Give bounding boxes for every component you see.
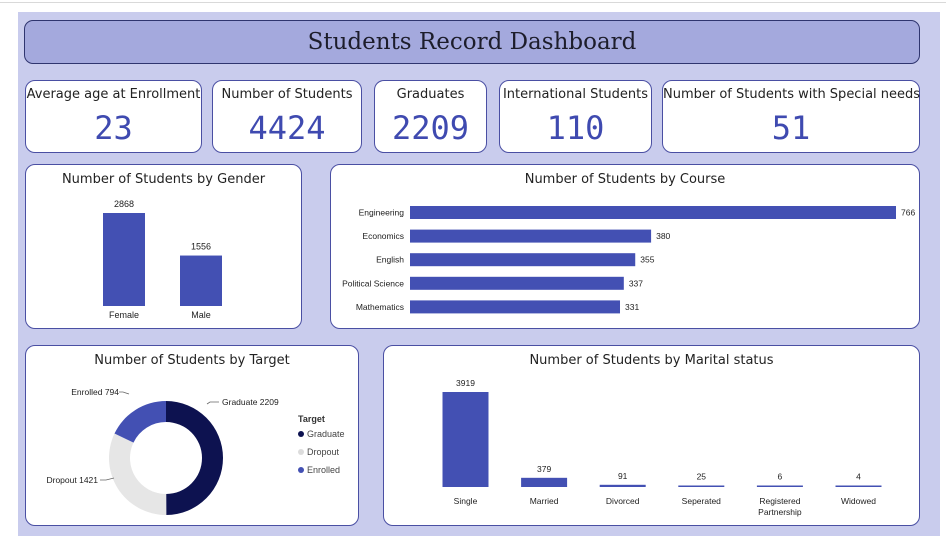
bar-marital xyxy=(678,485,725,487)
data-label: 355 xyxy=(640,255,654,265)
category-label: Seperated xyxy=(682,496,721,506)
data-label: 6 xyxy=(778,472,783,482)
category-label: Widowed xyxy=(841,496,876,506)
kpi-label: International Students xyxy=(502,87,649,102)
bar-marital xyxy=(599,484,646,487)
data-label: 379 xyxy=(537,464,551,474)
kpi-label: Average age at Enrollment xyxy=(26,87,201,102)
kpi-label: Number of Students with Special needs xyxy=(663,87,921,102)
top-divider xyxy=(0,2,946,3)
chart-card-marital: Number of Students by Marital status 391… xyxy=(383,345,920,526)
category-label: Single xyxy=(454,496,478,506)
data-label: 91 xyxy=(618,471,628,481)
legend-marker xyxy=(298,467,304,473)
legend-label: Enrolled xyxy=(307,465,340,475)
kpi-value: 23 xyxy=(94,109,133,147)
bar-male xyxy=(180,255,222,306)
bar-course xyxy=(410,229,652,243)
dashboard-title-bar: Students Record Dashboard xyxy=(24,20,920,64)
legend-label: Graduate xyxy=(307,429,345,439)
chart-card-target: Number of Students by Target Graduate 22… xyxy=(25,345,359,526)
data-label: Graduate 2209 xyxy=(222,397,279,407)
marital-chart: 3919 Single 379 Married 91 Divorced 25 Seperate… xyxy=(442,378,882,517)
kpi-value: 2209 xyxy=(391,109,470,147)
bar-marital xyxy=(756,485,803,487)
chart-title: Number of Students by Course xyxy=(524,172,726,187)
kpi-card-number-of-students: Number of Students 4424 xyxy=(212,80,362,153)
data-label: 331 xyxy=(625,302,639,312)
kpi-label: Graduates xyxy=(396,87,465,102)
bar-course xyxy=(410,206,896,219)
data-label: 1556 xyxy=(191,242,211,252)
category-label: Engineering xyxy=(359,208,405,218)
data-label: 380 xyxy=(656,231,670,241)
leader-line xyxy=(100,477,115,481)
gender-chart: 2868 Female 1556 Male xyxy=(103,199,222,320)
bar-course xyxy=(410,276,624,290)
category-label: Economics xyxy=(362,231,404,241)
leader-line xyxy=(206,401,219,405)
category-label: Political Science xyxy=(342,278,404,288)
leader-line xyxy=(119,391,130,395)
chart-card-gender: Number of Students by Gender 2868 Female 1… xyxy=(25,164,302,329)
target-chart: Graduate 2209 Dropout 1421 Enrolled 794 Tar… xyxy=(46,387,345,515)
data-label: 766 xyxy=(901,208,915,218)
chart-title: Number of Students by Gender xyxy=(61,172,266,187)
data-label: Enrolled 794 xyxy=(71,387,119,397)
donut-slice-dropout xyxy=(109,433,167,515)
kpi-card-special-needs: Number of Students with Special needs 51 xyxy=(662,80,920,153)
data-label: 2868 xyxy=(114,199,134,209)
chart-title: Number of Students by Marital status xyxy=(529,353,774,368)
data-label: Dropout 1421 xyxy=(46,475,98,485)
kpi-value: 51 xyxy=(771,109,811,147)
bar-marital xyxy=(521,477,568,487)
kpi-card-average-age: Average age at Enrollment 23 xyxy=(25,80,202,153)
bar-female xyxy=(103,213,145,306)
kpi-label: Number of Students xyxy=(221,87,353,102)
category-label: English xyxy=(376,255,404,265)
bar-course xyxy=(410,253,636,267)
legend-title: Target xyxy=(298,414,325,424)
category-label: Female xyxy=(109,310,139,320)
legend-marker xyxy=(298,431,304,437)
legend-label: Dropout xyxy=(307,447,340,457)
kpi-card-graduates: Graduates 2209 xyxy=(374,80,487,153)
category-label: Partnership xyxy=(758,507,802,517)
data-label: 25 xyxy=(697,472,707,482)
category-label: Male xyxy=(191,310,211,320)
donut-slice-graduate xyxy=(166,401,223,515)
data-label: 337 xyxy=(629,278,643,288)
chart-card-course: Number of Students by Course Engineering… xyxy=(330,164,920,329)
category-label: Mathematics xyxy=(356,302,404,312)
data-label: 4 xyxy=(856,472,861,482)
bar-marital xyxy=(442,392,489,487)
data-label: 3919 xyxy=(456,378,475,388)
category-label: Registered xyxy=(759,496,800,506)
bar-marital xyxy=(835,485,882,487)
chart-title: Number of Students by Target xyxy=(94,353,290,368)
dashboard-title: Students Record Dashboard xyxy=(307,29,637,55)
course-chart: Engineering 766 Economics 380 English 355 Poli… xyxy=(342,206,915,314)
category-label: Divorced xyxy=(606,496,640,506)
category-label: Married xyxy=(530,496,559,506)
kpi-value: 4424 xyxy=(248,109,326,147)
legend-marker xyxy=(298,449,304,455)
kpi-value: 110 xyxy=(546,109,605,147)
bar-course xyxy=(410,300,621,314)
kpi-card-international-students: International Students 110 xyxy=(499,80,652,153)
donut-slice-enrolled xyxy=(114,401,166,443)
